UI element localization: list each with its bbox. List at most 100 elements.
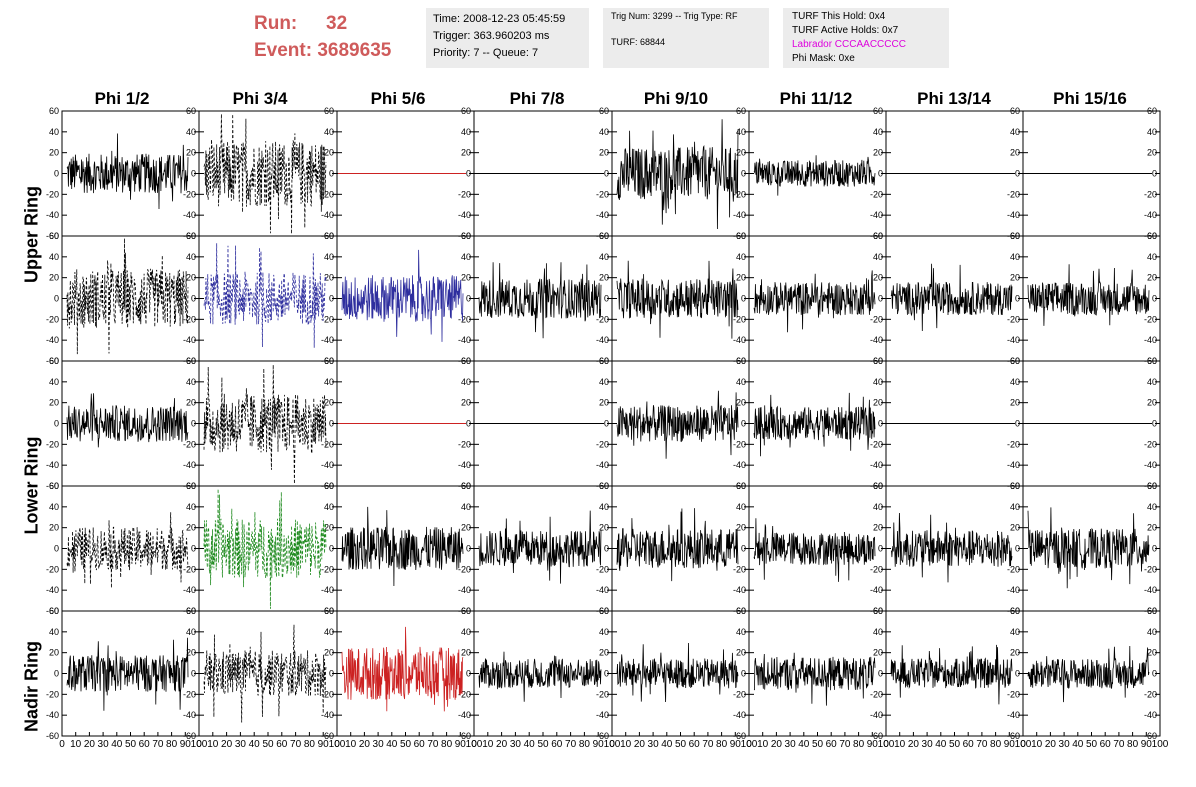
y-tick-label: 40 (49, 252, 59, 262)
x-tick-label: 100 (191, 739, 208, 750)
y-tick-label: -40 (321, 585, 334, 595)
x-tick-label: 70 (839, 739, 851, 750)
y-tick-label: -60 (596, 731, 609, 741)
y-tick-label: 20 (49, 148, 59, 158)
y-tick-label: 0 (604, 544, 609, 554)
y-tick-label: 20 (1147, 523, 1157, 533)
x-tick-label: 0 (471, 739, 477, 750)
event-label: Event: (254, 40, 313, 61)
y-tick-label: -40 (183, 585, 196, 595)
y-tick-label: 40 (324, 377, 334, 387)
y-tick-label: 0 (878, 669, 883, 679)
y-tick-label: -20 (733, 314, 746, 324)
x-tick-label: 30 (648, 739, 660, 750)
y-tick-label: 60 (1147, 106, 1157, 116)
y-tick-label: -20 (458, 564, 471, 574)
x-tick-label: 60 (963, 739, 975, 750)
y-tick-label: 0 (1015, 669, 1020, 679)
y-tick-label: -40 (870, 460, 883, 470)
waveform-trace (616, 508, 739, 582)
x-tick-label: 20 (634, 739, 646, 750)
y-tick-label: 40 (49, 627, 59, 637)
y-tick-label: 60 (599, 606, 609, 616)
y-tick-label: 20 (186, 648, 196, 658)
y-tick-label: 20 (736, 523, 746, 533)
y-tick-label: 0 (466, 294, 471, 304)
y-tick-label: -40 (46, 710, 59, 720)
y-tick-label: -20 (458, 439, 471, 449)
x-tick-label: 60 (826, 739, 838, 750)
y-tick-label: 20 (49, 398, 59, 408)
waveform-trace (1027, 645, 1150, 703)
y-tick-label: 40 (599, 627, 609, 637)
plot-frame (748, 485, 887, 612)
y-tick-label: 60 (186, 106, 196, 116)
x-tick-label: 50 (125, 739, 137, 750)
y-tick-label: -20 (1007, 689, 1020, 699)
x-tick-label: 100 (1015, 739, 1032, 750)
x-tick-label: 70 (290, 739, 302, 750)
y-tick-label: -40 (596, 210, 609, 220)
x-tick-label: 80 (579, 739, 591, 750)
y-tick-label: 60 (599, 481, 609, 491)
y-tick-label: 40 (873, 377, 883, 387)
y-tick-label: 60 (324, 106, 334, 116)
x-tick-label: 70 (152, 739, 164, 750)
y-tick-label: -60 (733, 731, 746, 741)
y-tick-label: -20 (733, 689, 746, 699)
trig-num-text: Trig Num: 3299 -- Trig Type: RF (611, 11, 738, 21)
y-tick-label: 0 (191, 669, 196, 679)
x-tick-label: 40 (249, 739, 261, 750)
x-tick-label: 30 (922, 739, 934, 750)
x-tick-label: 70 (1113, 739, 1125, 750)
y-tick-label: -60 (46, 606, 59, 616)
y-tick-label: 20 (736, 148, 746, 158)
y-tick-label: -40 (870, 210, 883, 220)
waveform-trace (753, 270, 876, 333)
x-tick-label: 50 (949, 739, 961, 750)
column-header-phi-7-8: Phi 7/8 (509, 89, 565, 108)
y-tick-label: 20 (49, 648, 59, 658)
x-tick-label: 100 (329, 739, 346, 750)
y-tick-label: -20 (596, 314, 609, 324)
y-tick-label: -40 (321, 335, 334, 345)
x-tick-label: 80 (990, 739, 1002, 750)
waveform-trace (616, 260, 739, 339)
x-tick-label: 50 (400, 739, 412, 750)
plot-frame (748, 610, 887, 737)
y-tick-label: 20 (873, 273, 883, 283)
y-tick-label: 40 (736, 127, 746, 137)
y-tick-label: 40 (873, 127, 883, 137)
x-tick-label: 20 (908, 739, 920, 750)
y-tick-label: 0 (329, 544, 334, 554)
x-tick-label: 70 (976, 739, 988, 750)
y-tick-label: 0 (878, 294, 883, 304)
y-tick-label: 60 (1010, 481, 1020, 491)
waveform-trace (203, 624, 327, 723)
x-tick-label: 40 (1072, 739, 1084, 750)
x-tick-label: 80 (716, 739, 728, 750)
waveform-trace (66, 133, 189, 210)
y-tick-label: -60 (1007, 731, 1020, 741)
y-tick-label: 0 (1152, 544, 1157, 554)
y-tick-label: 60 (1010, 606, 1020, 616)
y-tick-label: 60 (873, 106, 883, 116)
y-tick-label: 0 (466, 169, 471, 179)
y-tick-label: 20 (186, 523, 196, 533)
y-tick-label: -20 (46, 189, 59, 199)
y-tick-label: 40 (49, 127, 59, 137)
y-tick-label: -20 (321, 564, 334, 574)
y-tick-label: 40 (461, 377, 471, 387)
y-tick-label: -20 (870, 689, 883, 699)
y-tick-label: 40 (1147, 127, 1157, 137)
y-tick-label: 0 (191, 169, 196, 179)
y-tick-label: 0 (878, 169, 883, 179)
y-tick-label: 60 (736, 231, 746, 241)
y-tick-label: 20 (736, 273, 746, 283)
y-tick-label: 20 (873, 148, 883, 158)
x-tick-label: 20 (221, 739, 233, 750)
x-tick-label: 20 (1045, 739, 1057, 750)
y-tick-label: 60 (736, 606, 746, 616)
y-tick-label: -40 (183, 335, 196, 345)
labrador-text: Labrador CCCAACCCCC (792, 39, 906, 50)
